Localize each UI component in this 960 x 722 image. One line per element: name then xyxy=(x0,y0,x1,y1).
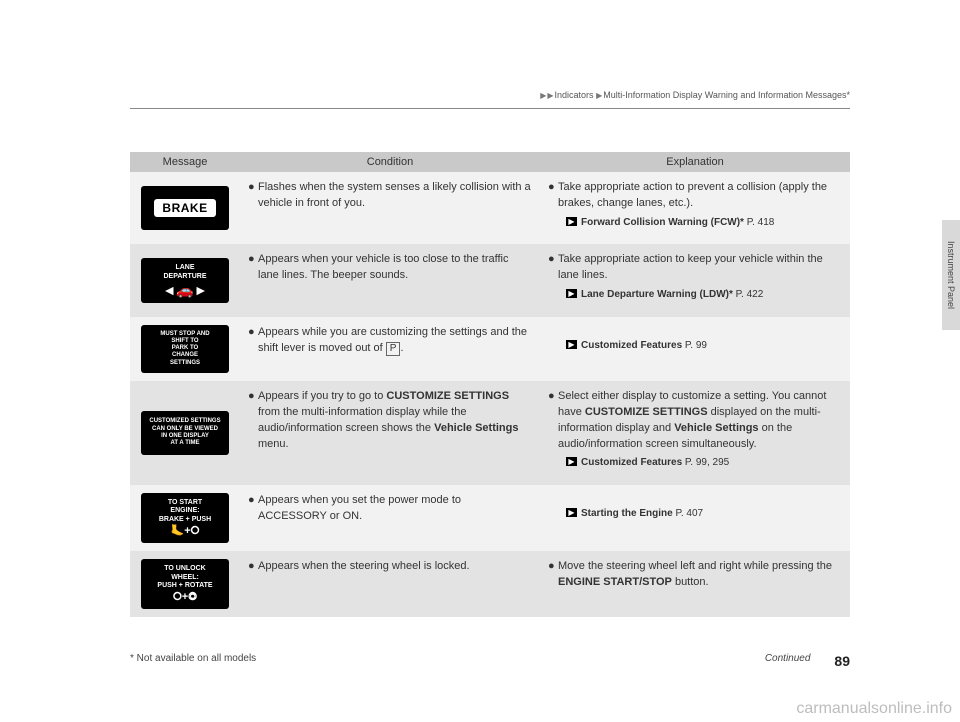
warning-messages-table: Message Condition Explanation BRAKE ●Fla… xyxy=(130,152,850,617)
ref-arrow-icon: ▶ xyxy=(566,457,577,466)
chevron-icon: ▶ xyxy=(596,91,602,100)
park-symbol-icon: P xyxy=(386,342,401,356)
explanation-text: Take appropriate action to keep your veh… xyxy=(558,252,842,284)
explanation-text: Take appropriate action to prevent a col… xyxy=(558,180,842,212)
cross-reference: ▶Forward Collision Warning (FCW)* P. 418 xyxy=(566,216,842,231)
cross-reference: ▶Customized Features P. 99, 295 xyxy=(566,456,842,471)
condition-text: Appears when the steering wheel is locke… xyxy=(258,559,532,575)
watermark: carmanualsonline.info xyxy=(796,700,952,718)
customized-settings-icon: CUSTOMIZED SETTINGS CAN ONLY BE VIEWED I… xyxy=(141,411,229,455)
brake-push-glyph-icon: 🦶+⭘ xyxy=(171,526,200,537)
footnote: * Not available on all models xyxy=(130,653,256,664)
condition-text: Appears when you set the power mode to A… xyxy=(258,493,532,525)
section-tab: Instrument Panel xyxy=(942,220,960,330)
table-row: TO START ENGINE: BRAKE + PUSH 🦶+⭘ ●Appea… xyxy=(130,485,850,551)
ref-arrow-icon: ▶ xyxy=(566,289,577,298)
column-header-explanation: Explanation xyxy=(540,152,850,172)
ref-arrow-icon: ▶ xyxy=(566,217,577,226)
explanation-text: Select either display to customize a set… xyxy=(558,389,842,453)
start-engine-icon: TO START ENGINE: BRAKE + PUSH 🦶+⭘ xyxy=(141,493,229,543)
page-number: 89 xyxy=(834,653,850,669)
brake-label: BRAKE xyxy=(154,199,215,217)
table-row: MUST STOP AND SHIFT TO PARK TO CHANGE SE… xyxy=(130,317,850,381)
page-footer: * Not available on all models 89 Continu… xyxy=(130,653,850,669)
condition-text: Appears if you try to go to CUSTOMIZE SE… xyxy=(258,389,532,453)
chevron-icon: ▶ xyxy=(540,91,546,100)
continued-label: Continued xyxy=(765,653,811,664)
table-row: TO UNLOCK WHEEL: PUSH + ROTATE ⭘+◎ ●Appe… xyxy=(130,551,850,617)
cross-reference: ▶Lane Departure Warning (LDW)* P. 422 xyxy=(566,288,842,303)
ref-arrow-icon: ▶ xyxy=(566,340,577,349)
lane-departure-icon: LANE DEPARTURE ◄🚗► xyxy=(141,258,229,303)
header-rule xyxy=(130,108,850,109)
column-header-message: Message xyxy=(130,152,240,172)
condition-text: Appears when your vehicle is too close t… xyxy=(258,252,532,284)
breadcrumb: ▶▶Indicators ▶Multi-Information Display … xyxy=(540,90,850,100)
ref-arrow-icon: ▶ xyxy=(566,508,577,517)
brake-warning-icon: BRAKE xyxy=(141,186,229,230)
condition-text: Appears while you are customizing the se… xyxy=(258,325,532,357)
breadcrumb-part: Multi-Information Display Warning and In… xyxy=(603,90,850,100)
cross-reference: ▶Customized Features P. 99 xyxy=(566,339,842,354)
unlock-wheel-icon: TO UNLOCK WHEEL: PUSH + ROTATE ⭘+◎ xyxy=(141,559,229,609)
column-header-condition: Condition xyxy=(240,152,540,172)
chevron-icon: ▶ xyxy=(547,91,553,100)
table-row: BRAKE ●Flashes when the system senses a … xyxy=(130,172,850,244)
lane-glyph-icon: ◄🚗► xyxy=(162,283,207,297)
table-row: CUSTOMIZED SETTINGS CAN ONLY BE VIEWED I… xyxy=(130,381,850,485)
cross-reference: ▶Starting the Engine P. 407 xyxy=(566,507,842,522)
section-tab-label: Instrument Panel xyxy=(946,241,956,309)
explanation-text: Move the steering wheel left and right w… xyxy=(558,559,842,591)
condition-text: Flashes when the system senses a likely … xyxy=(258,180,532,212)
breadcrumb-part: Indicators xyxy=(555,90,594,100)
table-row: LANE DEPARTURE ◄🚗► ●Appears when your ve… xyxy=(130,244,850,316)
push-rotate-glyph-icon: ⭘+◎ xyxy=(173,592,197,603)
must-stop-icon: MUST STOP AND SHIFT TO PARK TO CHANGE SE… xyxy=(141,325,229,373)
